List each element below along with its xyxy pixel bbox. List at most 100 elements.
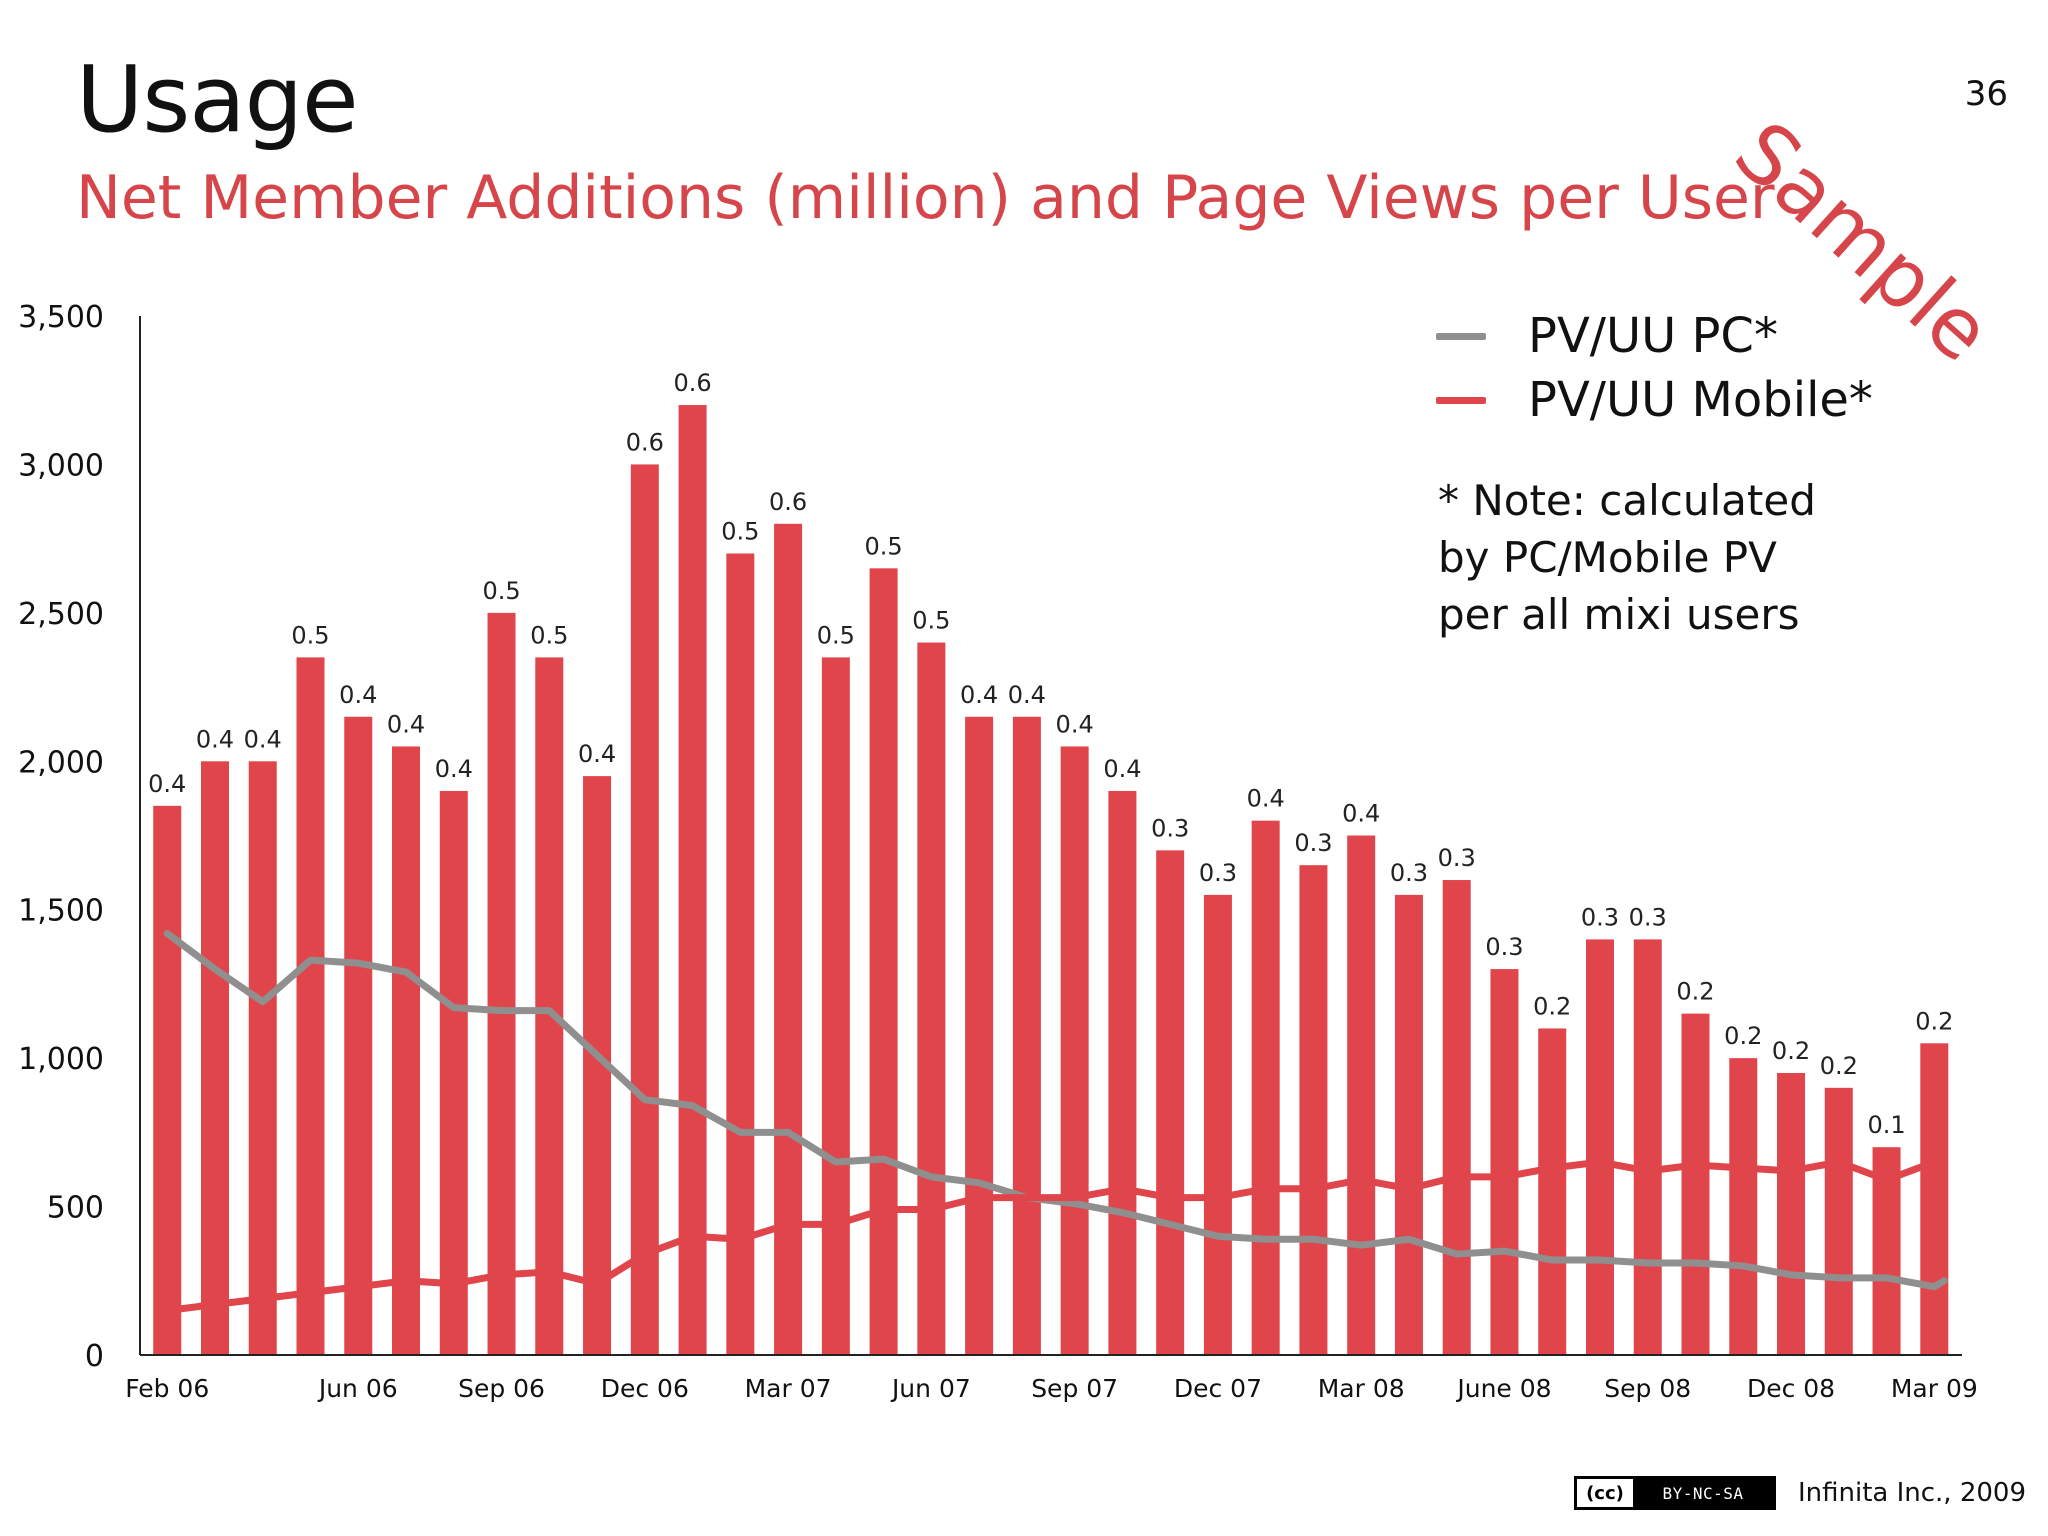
- x-tick-label: Mar 08: [1318, 1374, 1405, 1403]
- bar: [965, 716, 994, 1355]
- mobile-line-point: [1931, 1159, 1937, 1165]
- pc-line-point: [690, 1103, 696, 1109]
- bar: [1394, 894, 1423, 1355]
- mobile-line-point: [499, 1272, 505, 1278]
- mobile-line-point: [403, 1278, 409, 1284]
- bar-value-label: 0.4: [339, 681, 377, 709]
- legend-item-mobile: PV/UU Mobile*: [1436, 368, 1996, 432]
- bar: [1681, 1013, 1710, 1355]
- mobile-line-point: [212, 1302, 218, 1308]
- bar-value-label: 0.4: [1008, 681, 1046, 709]
- bar-value-label: 0.3: [1581, 903, 1619, 931]
- y-tick-label: 1,000: [18, 1042, 104, 1077]
- pc-line-point: [642, 1097, 648, 1103]
- bar: [1347, 835, 1376, 1355]
- mobile-line-point: [642, 1251, 648, 1257]
- bar: [1490, 969, 1519, 1355]
- bar: [487, 612, 516, 1355]
- mobile-line-point: [881, 1207, 887, 1213]
- bar: [821, 657, 850, 1355]
- pc-line-point: [355, 960, 361, 966]
- line-pc-group: [163, 929, 1948, 1291]
- bar-value-label: 0.4: [578, 740, 616, 768]
- x-tick-label: Jun 07: [890, 1374, 971, 1403]
- mobile-line-point: [1645, 1168, 1651, 1174]
- bar-value-label: 0.3: [1199, 859, 1237, 887]
- mobile-line-point: [1454, 1174, 1460, 1180]
- pc-line-point: [212, 966, 218, 972]
- x-tick-label: Mar 07: [745, 1374, 832, 1403]
- bar-value-label: 0.4: [435, 755, 473, 783]
- bar: [1585, 939, 1614, 1355]
- bar: [1729, 1058, 1758, 1355]
- mobile-line-point: [546, 1269, 552, 1275]
- license-text: BY-NC-SA: [1632, 1479, 1773, 1507]
- bar-value-label: 0.3: [1629, 903, 1667, 931]
- pc-line-point: [1941, 1278, 1947, 1284]
- page-number: 36: [1964, 74, 2008, 114]
- bar-value-label: 0.3: [1438, 844, 1476, 872]
- bar-value-label: 0.4: [1103, 755, 1141, 783]
- mobile-line-point: [690, 1233, 696, 1239]
- bar: [1633, 939, 1662, 1355]
- mobile-line-point: [737, 1236, 743, 1242]
- x-tick-label: Sep 06: [458, 1374, 545, 1403]
- chart-note: * Note: calculated by PC/Mobile PV per a…: [1438, 472, 1998, 643]
- mobile-line-point: [785, 1221, 791, 1227]
- bar-value-label: 0.3: [1151, 814, 1189, 842]
- mobile-line-point: [1597, 1159, 1603, 1165]
- pc-line-point: [546, 1008, 552, 1014]
- bar: [1012, 716, 1041, 1355]
- x-tick-label: Feb 06: [125, 1374, 209, 1403]
- mobile-line-point: [260, 1296, 266, 1302]
- bar: [774, 523, 803, 1355]
- bar: [1777, 1072, 1806, 1355]
- mobile-line-point: [307, 1290, 313, 1296]
- mobile-line-point: [833, 1221, 839, 1227]
- bar-value-label: 0.5: [721, 517, 759, 545]
- bar: [1299, 865, 1328, 1355]
- bar: [1251, 820, 1280, 1355]
- pc-line-point: [1884, 1275, 1890, 1281]
- pc-line-point: [594, 1052, 600, 1058]
- pc-line-point: [260, 999, 266, 1005]
- legend-item-pc: PV/UU PC*: [1436, 304, 1996, 368]
- pc-line-point: [1167, 1221, 1173, 1227]
- bar-value-label: 0.5: [482, 577, 520, 605]
- x-tick-label: Dec 06: [601, 1374, 689, 1403]
- bar-value-label: 0.6: [673, 369, 711, 397]
- pc-line-point: [1310, 1236, 1316, 1242]
- pc-line-point: [1788, 1272, 1794, 1278]
- slide-title: Usage: [76, 46, 359, 153]
- bar-value-label: 0.2: [1676, 978, 1714, 1006]
- pc-line-point: [1740, 1263, 1746, 1269]
- pc-line-point: [1358, 1242, 1364, 1248]
- slide-subtitle: Net Member Additions (million) and Page …: [76, 163, 1775, 233]
- bar-value-label: 0.4: [196, 725, 234, 753]
- bar: [153, 805, 182, 1355]
- bar-value-label: 0.4: [960, 681, 998, 709]
- pc-line-point: [785, 1129, 791, 1135]
- line-mobile-group: [163, 1158, 1938, 1314]
- pc-line-point: [1597, 1257, 1603, 1263]
- bar-value-label: 0.3: [1294, 829, 1332, 857]
- bar: [726, 553, 755, 1355]
- bar: [917, 642, 946, 1355]
- bar-value-label: 0.3: [1390, 859, 1428, 887]
- y-tick-label: 500: [47, 1191, 104, 1226]
- y-axis-group: 0 500 1,000 1,500 2,000 2,500 3,000 3,500: [18, 300, 141, 1374]
- pc-line-point: [164, 930, 170, 936]
- x-tick-label: Jun 06: [317, 1374, 398, 1403]
- copyright-text: Infinita Inc., 2009: [1797, 1478, 2026, 1508]
- chart-legend: PV/UU PC* PV/UU Mobile*: [1436, 304, 1996, 432]
- y-tick-label: 0: [85, 1339, 104, 1374]
- bar: [1108, 790, 1137, 1355]
- pc-line-point: [1263, 1236, 1269, 1242]
- mobile-line-point: [451, 1281, 457, 1287]
- note-line-1: * Note: calculated: [1438, 476, 1816, 525]
- note-line-3: per all mixi users: [1438, 590, 1800, 639]
- mobile-line-point: [1024, 1195, 1030, 1201]
- mobile-line-point: [355, 1284, 361, 1290]
- legend-swatch-pc: [1436, 332, 1486, 340]
- pc-line-point: [1454, 1251, 1460, 1257]
